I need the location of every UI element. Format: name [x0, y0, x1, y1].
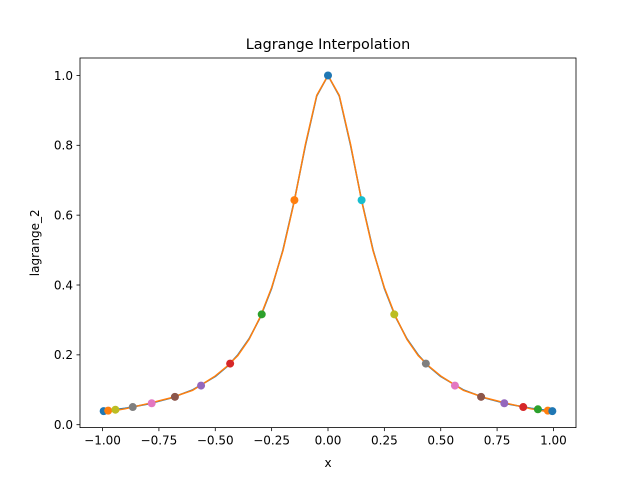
data-point-5	[147, 399, 156, 408]
data-point-4	[128, 403, 137, 412]
y-tick-label: 0.2	[54, 348, 73, 362]
y-tick-label: 0.0	[54, 418, 73, 432]
data-point-19	[533, 405, 542, 414]
y-tick-label: 0.8	[54, 139, 73, 153]
data-point-12	[357, 196, 366, 205]
data-point-11	[324, 71, 332, 80]
y-tick-label: 0.6	[54, 208, 73, 222]
plot-area	[99, 71, 557, 416]
data-point-7	[197, 381, 206, 390]
data-point-14	[421, 359, 430, 368]
data-point-16	[477, 392, 486, 401]
x-tick-label: −0.25	[253, 434, 290, 448]
data-point-13	[390, 310, 399, 319]
data-point-15	[450, 381, 459, 390]
data-point-17	[500, 399, 509, 408]
data-point-2	[104, 406, 113, 415]
x-tick-label: 0.75	[484, 434, 511, 448]
x-tick-label: 0.00	[315, 434, 342, 448]
x-tick-label: −0.75	[141, 434, 178, 448]
x-tick-label: 1.00	[540, 434, 567, 448]
data-point-10	[290, 196, 299, 205]
data-point-21	[548, 407, 557, 416]
x-tick-label: −0.50	[197, 434, 234, 448]
axes-frame	[79, 57, 577, 429]
data-point-6	[170, 392, 179, 401]
x-tick-label: 0.50	[427, 434, 454, 448]
y-axis-label: lagrange_2	[28, 209, 42, 276]
data-point-9	[257, 310, 266, 319]
data-point-8	[226, 359, 235, 368]
data-point-18	[519, 403, 528, 412]
axis-ticks: −1.00 −0.75 −0.50 −0.25 0.00 0.25 0.50 0.75 1.00…	[54, 69, 567, 448]
x-tick-label: −1.00	[84, 434, 121, 448]
chart-title: Lagrange Interpolation	[246, 37, 411, 53]
x-tick-label: 0.25	[371, 434, 398, 448]
data-point-3	[111, 405, 120, 414]
y-tick-label: 1.0	[54, 69, 73, 83]
y-tick-label: 0.4	[54, 278, 73, 292]
x-axis-label: x	[324, 456, 331, 470]
